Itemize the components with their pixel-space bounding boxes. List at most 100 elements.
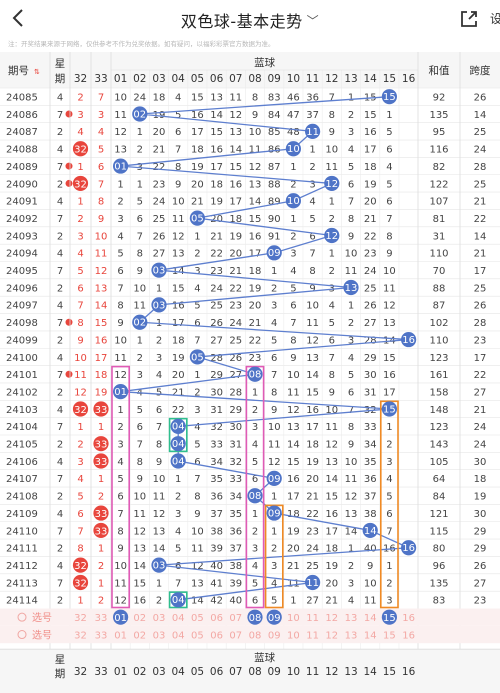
miss-count-cell: 10 — [306, 301, 319, 312]
radio-icon[interactable] — [17, 630, 27, 640]
select-number[interactable]: 01 — [114, 630, 127, 641]
select-number[interactable]: 11 — [306, 630, 319, 641]
blue-ball-label: 15 — [383, 404, 396, 415]
select-number[interactable]: 02 — [133, 613, 146, 624]
miss-count-cell: 25 — [153, 214, 166, 225]
page-title[interactable]: 双色球-基本走势 ﹀ — [0, 8, 500, 32]
miss-count-cell: 15 — [325, 492, 338, 503]
miss-count-cell: 84 — [268, 110, 281, 121]
footer-number-06: 06 — [210, 666, 224, 678]
period-cell: 24097 — [6, 301, 38, 312]
select-number[interactable]: 04 — [172, 613, 185, 624]
miss-count-cell: 5 — [156, 387, 162, 398]
select-number[interactable]: 03 — [153, 630, 166, 641]
select-number[interactable]: 10 — [287, 630, 300, 641]
blue-ball-label: 10 — [287, 144, 300, 155]
select-number[interactable]: 12 — [325, 630, 338, 641]
select-number[interactable]: 09 — [268, 630, 281, 641]
selection-label[interactable]: 选号 — [32, 628, 52, 641]
miss-count-cell: 7 — [329, 93, 335, 104]
red-ball-32-label: 32 — [74, 145, 87, 156]
cell-32: 8 — [77, 544, 83, 555]
radio-icon[interactable] — [17, 612, 27, 622]
blue-ball — [324, 175, 340, 192]
selection-label[interactable]: 选号 — [32, 611, 52, 624]
select-32[interactable]: 32 — [74, 630, 87, 641]
blue-ball — [401, 540, 417, 556]
miss-count-cell: 10 — [249, 127, 262, 138]
miss-count-cell: 4 — [348, 353, 354, 364]
miss-count-cell: 37 — [364, 492, 377, 503]
select-number[interactable]: 10 — [287, 613, 300, 624]
miss-count-cell: 26 — [229, 353, 242, 364]
miss-count-cell: 21 — [364, 214, 377, 225]
red-dot-icon — [65, 179, 73, 187]
selected-ball[interactable] — [113, 609, 129, 625]
select-number[interactable]: 13 — [345, 630, 358, 641]
miss-count-cell: 5 — [386, 492, 392, 503]
period-cell: 24111 — [6, 544, 38, 555]
blue-ball — [170, 592, 186, 608]
select-number[interactable]: 14 — [364, 630, 377, 641]
select-number[interactable]: 04 — [172, 630, 185, 641]
span-cell: 23 — [474, 335, 487, 346]
miss-count-cell: 6 — [386, 197, 392, 208]
sort-icon[interactable]: ⇅ — [34, 68, 40, 76]
select-number[interactable]: 14 — [364, 613, 377, 624]
share-icon[interactable] — [458, 8, 480, 30]
miss-count-cell: 30 — [210, 387, 223, 398]
miss-count-cell: 89 — [268, 197, 281, 208]
miss-count-cell: 3 — [348, 578, 354, 589]
settings-label[interactable]: 设 — [490, 12, 500, 26]
period-cell: 24107 — [6, 474, 38, 485]
select-number[interactable]: 16 — [402, 613, 415, 624]
select-number[interactable]: 05 — [191, 630, 204, 641]
miss-count-cell: 17 — [210, 162, 223, 173]
select-number[interactable]: 11 — [306, 613, 319, 624]
blue-ball-label: 09 — [268, 474, 281, 485]
cell-33: 19 — [95, 387, 108, 398]
select-number[interactable]: 03 — [153, 613, 166, 624]
span-cell: 23 — [474, 596, 487, 607]
select-number[interactable]: 06 — [210, 630, 223, 641]
select-number[interactable]: 05 — [191, 613, 204, 624]
sum-cell: 135 — [429, 110, 448, 121]
miss-count-cell: 9 — [329, 387, 335, 398]
select-33[interactable]: 33 — [95, 613, 108, 624]
miss-count-cell: 20 — [249, 301, 262, 312]
miss-count-cell: 46 — [287, 93, 300, 104]
miss-count-cell: 16 — [249, 231, 262, 242]
cell-33: 3 — [98, 110, 104, 121]
blue-ball — [305, 574, 321, 591]
select-number[interactable]: 07 — [229, 630, 242, 641]
miss-count-cell: 3 — [348, 127, 354, 138]
column-number-11: 11 — [306, 73, 319, 85]
pattern-box-01 — [111, 365, 131, 609]
select-number[interactable]: 02 — [133, 630, 146, 641]
miss-count-cell: 1 — [271, 266, 277, 277]
selected-ball[interactable] — [247, 609, 263, 625]
span-cell: 21 — [474, 405, 487, 416]
select-number[interactable]: 08 — [249, 630, 262, 641]
red-ball-32 — [72, 175, 89, 192]
miss-count-cell: 5 — [137, 405, 143, 416]
select-number[interactable]: 06 — [210, 613, 223, 624]
selected-ball[interactable] — [381, 609, 397, 625]
span-cell: 18 — [474, 474, 487, 485]
miss-count-cell: 12 — [383, 301, 396, 312]
select-32[interactable]: 32 — [74, 613, 87, 624]
select-number[interactable]: 07 — [229, 613, 242, 624]
span-cell: 30 — [474, 457, 487, 468]
miss-count-cell: 18 — [153, 93, 166, 104]
select-number[interactable]: 13 — [345, 613, 358, 624]
cell-33: 17 — [95, 353, 108, 364]
miss-count-cell: 11 — [364, 596, 377, 607]
chevron-left-icon[interactable] — [6, 4, 32, 32]
select-number[interactable]: 16 — [402, 630, 415, 641]
miss-count-cell: 20 — [210, 214, 223, 225]
span-cell: 27 — [474, 387, 487, 398]
selected-ball[interactable] — [266, 609, 282, 625]
select-number[interactable]: 12 — [325, 613, 338, 624]
select-number[interactable]: 15 — [383, 630, 396, 641]
select-33[interactable]: 33 — [95, 630, 108, 641]
